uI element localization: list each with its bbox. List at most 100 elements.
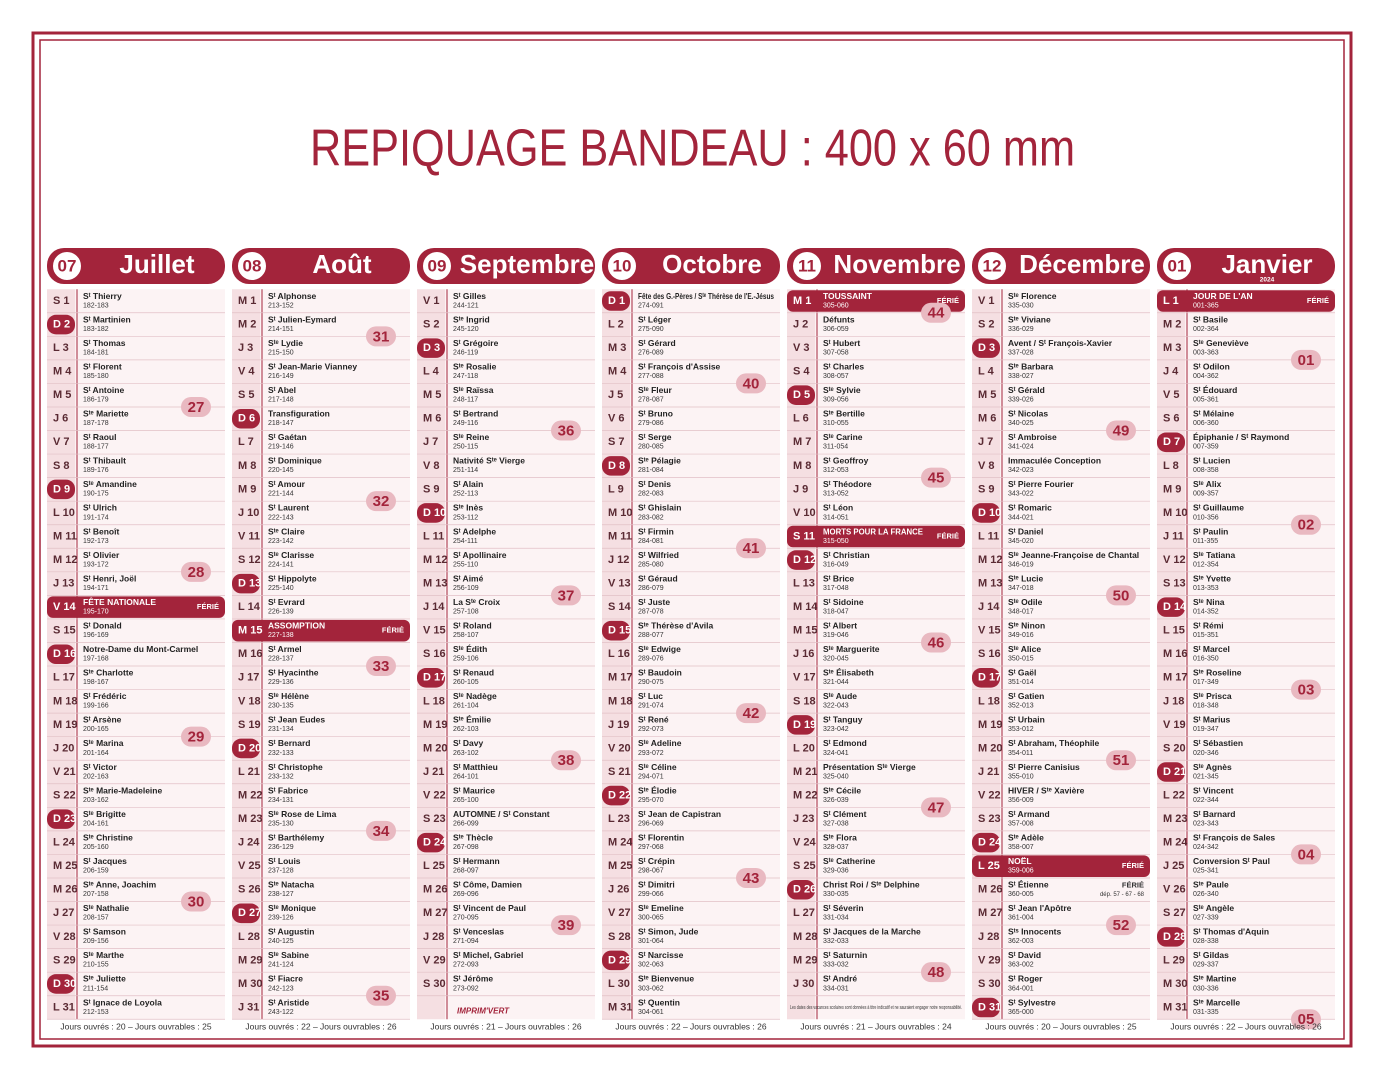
day-code: 233-132: [268, 773, 294, 780]
month-footer: Jours ouvrés : 22 – Jours ouvrables : 26: [245, 1021, 396, 1031]
saint-name: Sᵗᵉ Alix: [1193, 479, 1222, 489]
day-code: 260-105: [453, 679, 479, 686]
saint-name: Sᵗ Étienne: [1008, 880, 1049, 890]
day-label: M 19: [423, 719, 447, 731]
saint-name: Sᵗ Michel, Gabriel: [453, 950, 523, 960]
day-code: 223-142: [268, 538, 294, 545]
day-code: 328-037: [823, 844, 849, 851]
saint-name: Sᵗᵉ Édith: [453, 644, 487, 654]
day-code: 259-106: [453, 656, 479, 663]
saint-name: Sᵗ Pierre Canisius: [1008, 762, 1080, 772]
day-code: 254-111: [453, 538, 478, 545]
week-pill: [921, 302, 951, 323]
saint-name: Sᵗ Olivier: [83, 550, 120, 560]
saint-name: Défunts: [823, 314, 855, 324]
day-label: M 29: [238, 954, 262, 966]
saint-name: Sᵗ Ghislain: [638, 503, 681, 513]
day-code: 196-169: [83, 632, 109, 639]
day-code: 249-116: [453, 420, 478, 427]
saint-name: Sᵗ Édouard: [1193, 385, 1237, 395]
saint-name: Sᵗᵉ Christine: [83, 832, 133, 842]
day-label: M 26: [53, 884, 77, 896]
day-code: 359-006: [1008, 868, 1034, 875]
day-code: 031-335: [1193, 1009, 1219, 1016]
day-code: 023-343: [1193, 820, 1219, 827]
day-label: V 29: [423, 954, 446, 966]
month-header: [232, 248, 410, 284]
day-label: J 21: [978, 766, 999, 778]
week-pill: [551, 750, 581, 771]
week-number: 46: [928, 634, 945, 651]
day-code: 344-021: [1008, 514, 1034, 521]
saint-name: Sᵗ Antoine: [83, 385, 124, 395]
day-code: 277-088: [638, 373, 664, 380]
saint-name: Sᵗ Matthieu: [453, 762, 498, 772]
day-label: L 20: [793, 742, 815, 754]
day-code: 271-094: [453, 938, 479, 945]
week-pill: [736, 538, 766, 559]
day-label: D 26: [793, 884, 816, 896]
month-footer: Jours ouvrés : 22 – Jours ouvrables : 26: [1170, 1021, 1321, 1031]
day-label: S 9: [978, 483, 995, 495]
day-code: 201-164: [83, 750, 109, 757]
day-label: D 23: [53, 813, 76, 825]
day-code: 024-342: [1193, 844, 1219, 851]
saint-name: Sᵗ Léon: [823, 503, 853, 513]
holiday-row: [787, 290, 965, 312]
saint-name: Sᵗ Roland: [453, 620, 492, 630]
saint-name: Sᵗ Victor: [83, 762, 118, 772]
day-code: 284-081: [638, 538, 664, 545]
day-code: 315-050: [823, 538, 849, 545]
saint-name: Sᵗ Marius: [1193, 715, 1231, 725]
day-label: J 14: [978, 601, 1000, 613]
day-label: D 15: [608, 625, 631, 637]
day-code: 216-149: [268, 373, 294, 380]
week-number: 05: [1298, 1011, 1315, 1028]
week-pill: [921, 467, 951, 488]
week-pill: [366, 491, 396, 512]
saint-name: Sᵗ Abel: [268, 385, 296, 395]
week-number: 02: [1298, 517, 1315, 534]
day-label: L 24: [53, 837, 76, 849]
day-label: M 13: [423, 578, 447, 590]
day-label: V 29: [978, 954, 1001, 966]
saint-name: Épiphanie / Sᵗ Raymond: [1193, 432, 1289, 442]
day-code: 342-023: [1008, 467, 1034, 474]
saint-name: Sᵗ Vincent de Paul: [453, 903, 526, 913]
day-code: 354-011: [1008, 750, 1033, 757]
sunday-pill: [47, 809, 75, 829]
saint-name: Sᵗ Quentin: [638, 997, 680, 1007]
day-label: J 12: [608, 554, 629, 566]
sunday-pill: [972, 668, 1000, 688]
day-label: D 13: [238, 578, 261, 590]
day-code: 300-065: [638, 915, 664, 922]
week-pill: [921, 962, 951, 983]
sunday-pill: [1157, 432, 1185, 453]
day-code: 251-114: [453, 467, 478, 474]
day-code: 319-046: [823, 632, 849, 639]
holiday-label: FÉRIÉ: [382, 626, 404, 635]
week-number: 33: [373, 658, 390, 675]
saint-name: Sᵗ Henri, Joël: [83, 573, 136, 583]
saint-name: JOUR DE L'AN: [1193, 291, 1253, 301]
saint-name: Sᵗ Thibault: [83, 456, 126, 466]
day-code: 275-090: [638, 326, 664, 333]
day-label: M 31: [1163, 1001, 1187, 1013]
saint-name: Sᵗᵉ Pélagie: [638, 456, 681, 466]
day-code: 309-056: [823, 397, 849, 404]
week-number: 36: [558, 422, 575, 439]
month-badge: [1161, 250, 1193, 282]
day-code: 326-039: [823, 797, 849, 804]
day-code: 285-080: [638, 561, 664, 568]
saint-name: Sᵗ Gaël: [1008, 668, 1036, 678]
day-code: 288-077: [638, 632, 664, 639]
day-label: M 4: [608, 366, 627, 378]
sunday-pill: [602, 620, 630, 641]
day-code: 280-085: [638, 444, 664, 451]
saint-name: Sᵗᵉ Marthe: [83, 950, 124, 960]
day-label: J 10: [238, 507, 259, 519]
saint-name: Sᵗ Baudoin: [638, 668, 682, 678]
day-code: 292-073: [638, 726, 664, 733]
day-code: 363-002: [1008, 962, 1034, 969]
day-code: 340-025: [1008, 420, 1034, 427]
